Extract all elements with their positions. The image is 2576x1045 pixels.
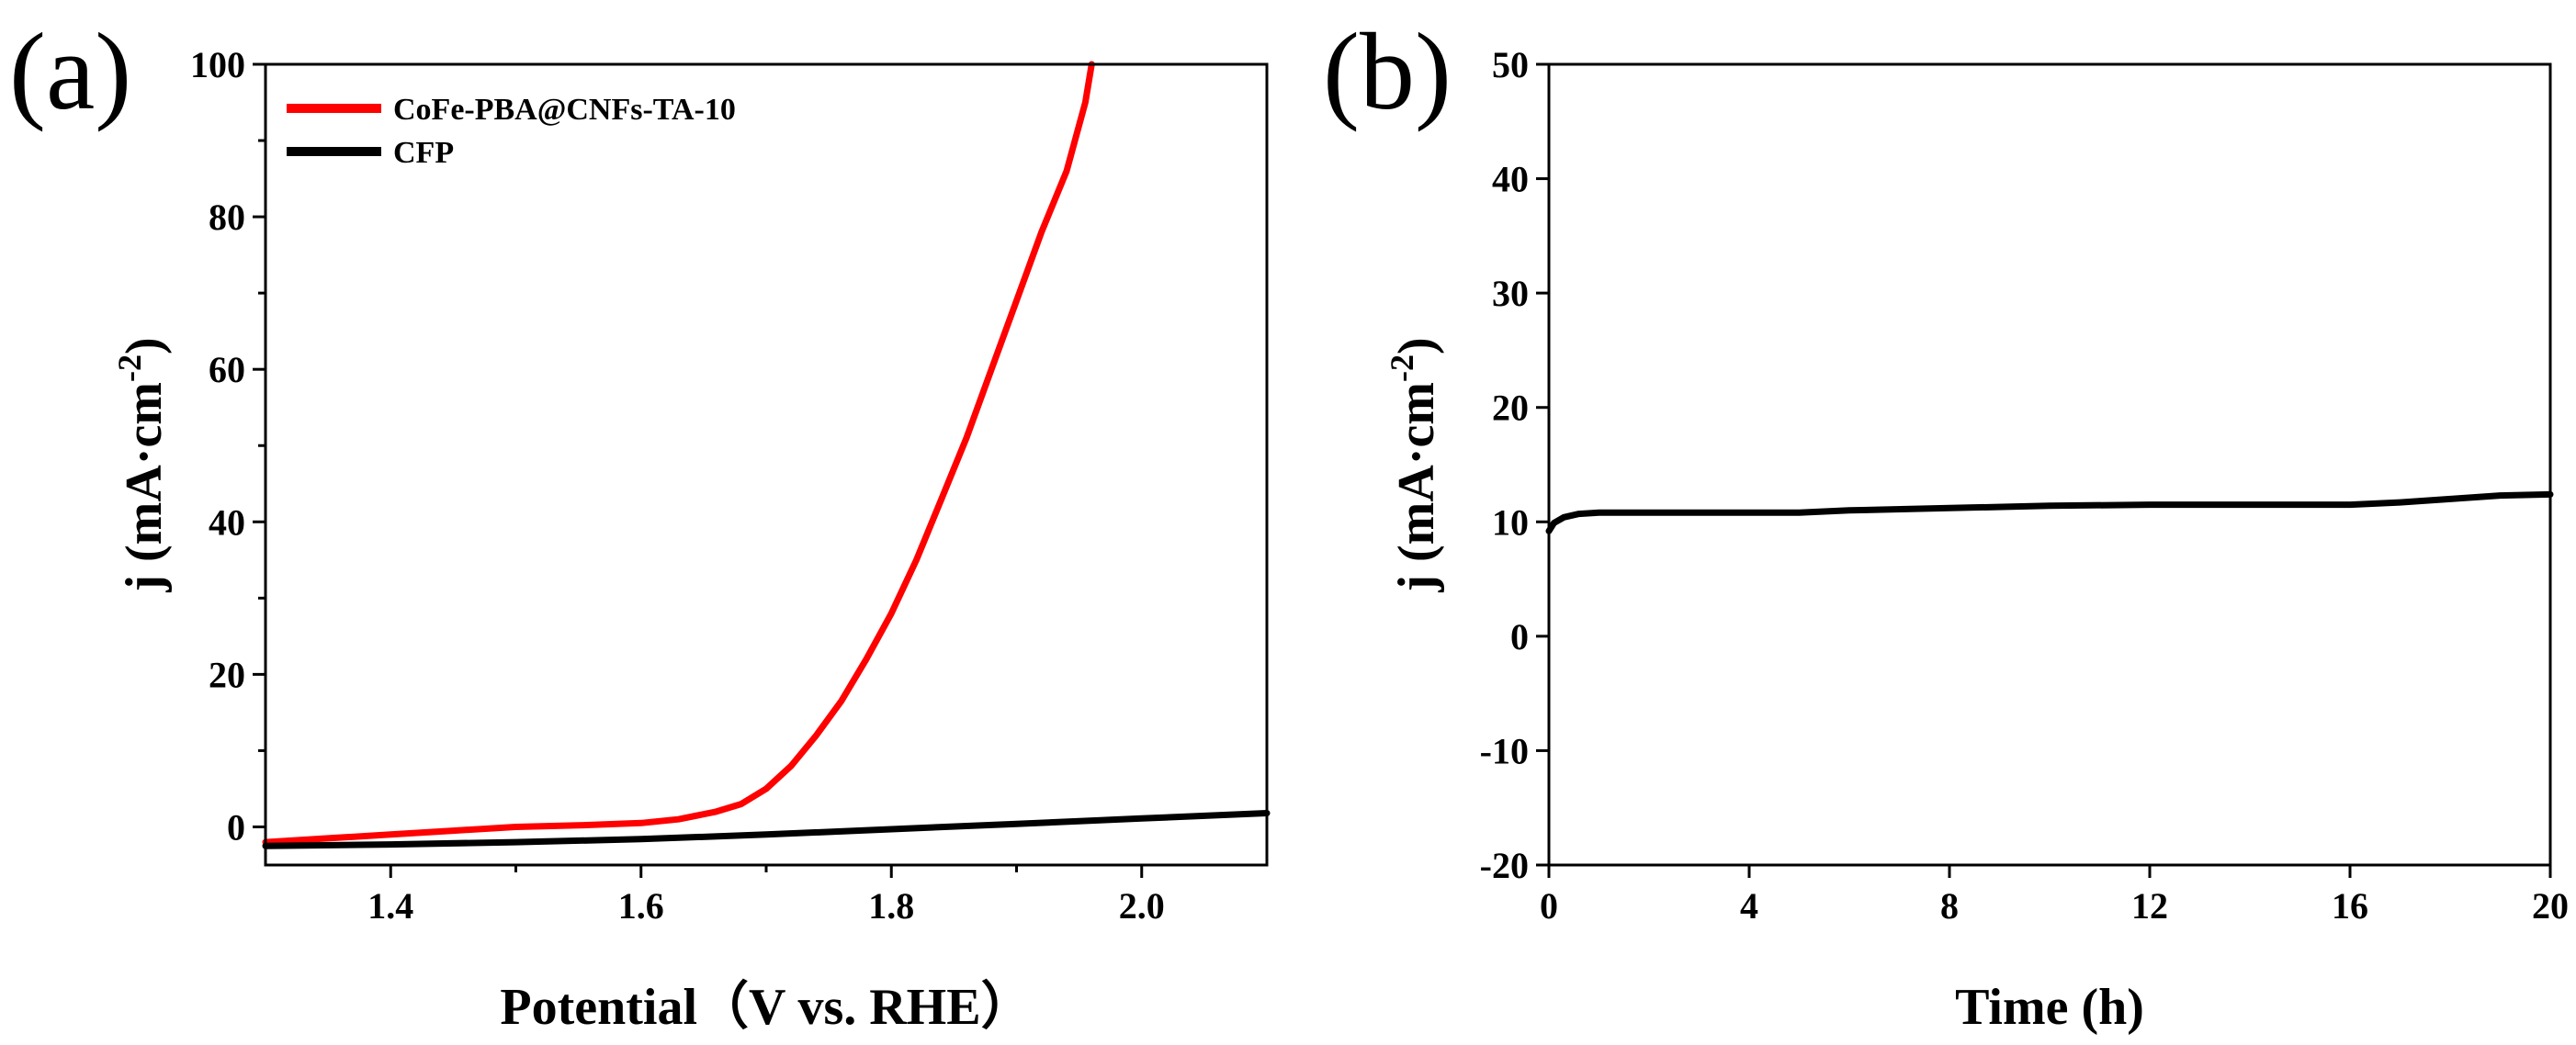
panel-a-plot-area xyxy=(262,61,1271,849)
y-tick-label-a-0: 0 xyxy=(227,806,245,848)
panel-b-y-axis-title-main: j (mA·cm xyxy=(1388,382,1445,593)
panel-b-frame xyxy=(1547,62,2552,867)
panel-a-y-axis-title: j (mA·cm-2) xyxy=(111,337,173,592)
panel-b-ticks: 0 4 8 12 16 20 -20 -10 0 10 20 30 40 50 xyxy=(1480,44,2569,927)
panel-a-frame xyxy=(264,62,1269,867)
series-line-a-0 xyxy=(262,61,1095,846)
y-tick-label-a-1: 20 xyxy=(209,654,245,695)
legend-label-cofe: CoFe-PBA@CNFs-TA-10 xyxy=(393,93,736,127)
series-line-a-1 xyxy=(262,810,1271,849)
panel-a-y-axis-title-close: ) xyxy=(116,337,173,354)
y-tick-label-b-7: 50 xyxy=(1492,44,1529,85)
x-tick-label-b-1: 4 xyxy=(1740,885,1758,927)
x-tick-label-a-0: 1.4 xyxy=(367,885,413,927)
panel-a-y-axis-title-main: j (mA·cm xyxy=(116,382,173,593)
y-tick-label-b-6: 40 xyxy=(1492,159,1529,200)
panel-a-x-axis-title: Potential（V vs. RHE） xyxy=(500,978,1032,1036)
y-tick-label-a-2: 40 xyxy=(209,501,245,543)
x-tick-label-a-3: 2.0 xyxy=(1119,885,1165,927)
y-tick-label-b-2: 0 xyxy=(1510,616,1529,657)
x-tick-label-b-5: 20 xyxy=(2532,885,2569,927)
panel-a-label: (a) xyxy=(9,10,131,132)
y-tick-label-a-4: 80 xyxy=(209,197,245,238)
panel-b-y-axis-title-close: ) xyxy=(1388,337,1445,354)
legend-label-cfp: CFP xyxy=(393,136,454,170)
panel-b-x-axis-title: Time (h) xyxy=(1955,979,2144,1036)
x-tick-label-a-1: 1.6 xyxy=(618,885,664,927)
panel-b-y-axis-title: j (mA·cm-2) xyxy=(1384,337,1445,592)
panel-a-ticks: 1.4 1.6 1.8 2.0 0 20 40 60 80 100 xyxy=(190,44,1165,927)
panel-a-y-axis-title-sup: -2 xyxy=(111,354,148,382)
x-tick-label-b-2: 8 xyxy=(1940,885,1959,927)
x-tick-label-a-2: 1.8 xyxy=(868,885,914,927)
y-tick-label-a-5: 100 xyxy=(190,44,245,85)
panel-b-y-axis-title-sup: -2 xyxy=(1384,354,1420,382)
series-line-b-0 xyxy=(1545,490,2554,534)
y-tick-label-a-3: 60 xyxy=(209,349,245,390)
y-tick-label-b-5: 30 xyxy=(1492,273,1529,314)
panel-a-legend: CoFe-PBA@CNFs-TA-10 CFP xyxy=(287,93,736,170)
panel-a: (a) 1.4 1.6 1.8 2.0 0 20 40 60 80 100 Potential（V… xyxy=(9,10,1271,1036)
x-tick-label-b-4: 16 xyxy=(2332,885,2368,927)
y-tick-label-b-1: -10 xyxy=(1480,730,1529,771)
x-tick-label-b-3: 12 xyxy=(2131,885,2168,927)
panel-b-plot-area xyxy=(1545,490,2554,534)
x-tick-label-b-0: 0 xyxy=(1540,885,1558,927)
y-tick-label-b-0: -20 xyxy=(1480,845,1529,886)
y-tick-label-b-3: 10 xyxy=(1492,501,1529,543)
panel-b-label: (b) xyxy=(1323,10,1452,132)
y-tick-label-b-4: 20 xyxy=(1492,388,1529,429)
